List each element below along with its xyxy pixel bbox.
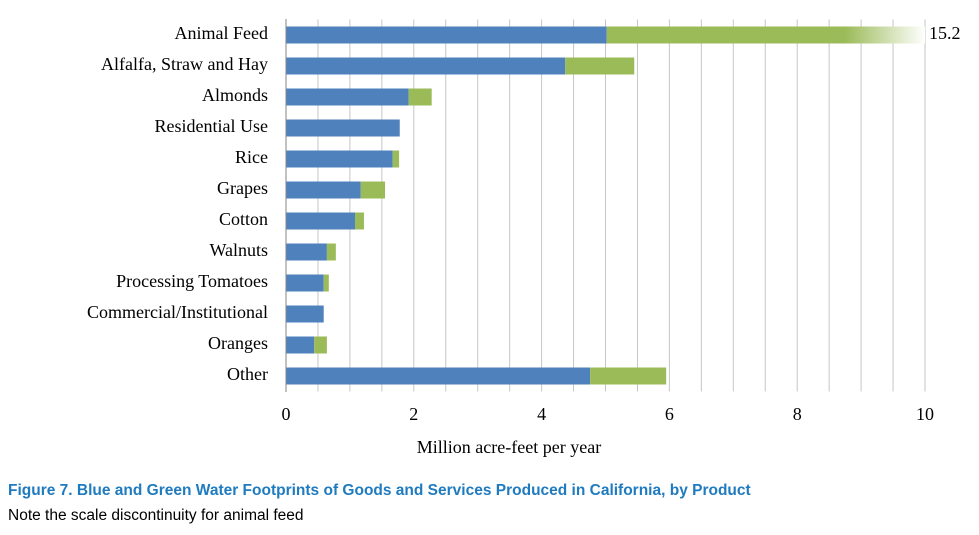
bar-segment [286,367,591,385]
bar-segment [286,274,324,292]
y-tick-label: Other [227,364,268,384]
bar-segment [314,336,327,354]
x-tick-label: 10 [916,404,934,424]
y-tick-label: Residential Use [155,116,268,136]
bar-segment [286,88,409,106]
bar-segment [590,367,667,385]
x-axis-title: Million acre-feet per year [417,437,601,457]
y-tick-label: Rice [235,147,268,167]
bar-segment [286,119,400,137]
y-tick-label: Processing Tomatoes [116,271,268,291]
bar-segment [286,57,566,75]
bar-segment [286,243,327,261]
bar-segment [355,212,364,230]
y-tick-label: Oranges [208,333,268,353]
y-tick-label: Walnuts [209,240,268,260]
y-tick-label: Alfalfa, Straw and Hay [101,54,268,74]
bar-segment [286,181,361,199]
bar-segment [286,26,607,44]
bar-segment [323,274,329,292]
bar-segment [286,212,356,230]
y-tick-label: Almonds [202,85,268,105]
x-tick-label: 8 [793,404,802,424]
bar-segment [286,336,315,354]
x-tick-label: 0 [282,404,291,424]
caption-title: Figure 7. Blue and Green Water Footprint… [8,482,751,499]
bar-segment [286,305,324,323]
bar-segment [286,150,393,168]
bar-segment [360,181,386,199]
y-tick-label: Animal Feed [175,23,268,43]
y-tick-label: Cotton [219,209,268,229]
x-tick-label: 2 [409,404,418,424]
grid [317,19,926,392]
bar-segment [326,243,336,261]
y-tick-label: Grapes [217,178,268,198]
bars [286,26,925,385]
bar-segment [606,26,925,44]
x-tick-label: 4 [537,404,546,424]
bar-segment [392,150,400,168]
bar-segment [408,88,432,106]
bar-segment [565,57,635,75]
x-tick-label: 6 [665,404,674,424]
caption-note: Note the scale discontinuity for animal … [8,507,304,524]
annotation: 15.2 [929,23,961,43]
y-tick-label: Commercial/Institutional [87,302,268,322]
